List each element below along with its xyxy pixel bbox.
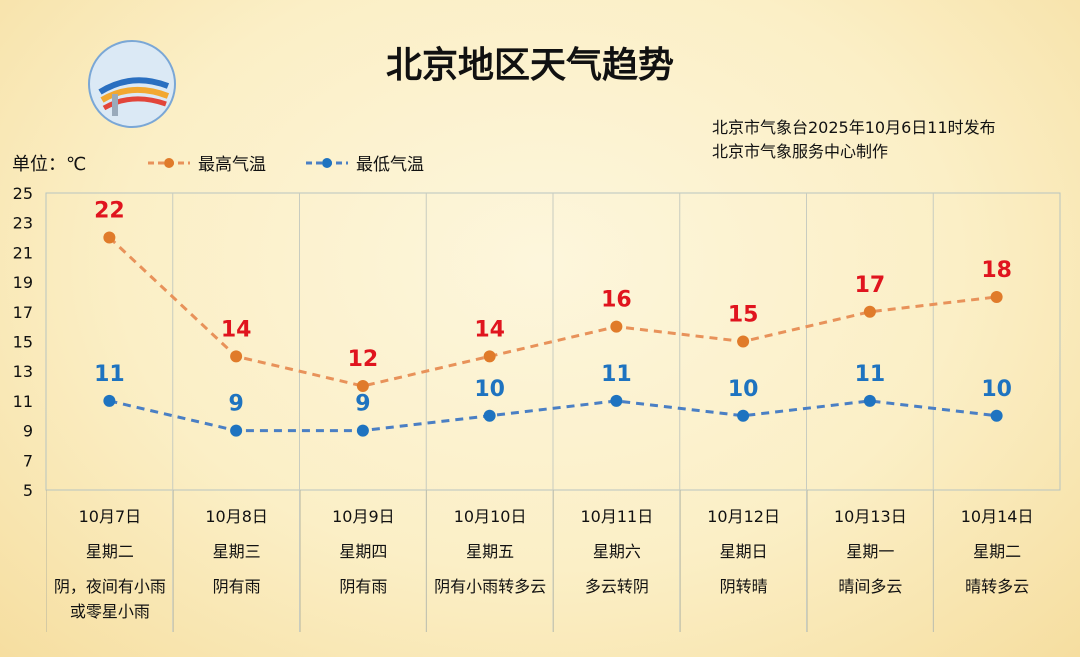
date-label: 10月14日 <box>960 507 1034 526</box>
forecast-day: 10月11日 星期六多云转阴 <box>553 490 680 632</box>
data-label: 9 <box>228 392 243 417</box>
legend-high-marker <box>148 157 190 168</box>
forecast-day: 10月12日 星期日阴转晴 <box>679 490 807 632</box>
weekday-label: 星期二 <box>85 542 134 561</box>
y-tick-label: 25 <box>13 184 33 203</box>
data-point <box>483 350 496 363</box>
data-point <box>356 380 369 393</box>
weather-label: 多云转阴 <box>584 577 649 596</box>
date-label: 10月11日 <box>580 507 654 526</box>
publisher-line: 北京市气象台2025年10月6日11时发布 <box>712 118 996 137</box>
legend-high: 最高气温 <box>146 150 266 175</box>
data-label: 11 <box>94 362 125 387</box>
data-label: 9 <box>355 392 370 417</box>
legend-low-marker <box>306 157 348 168</box>
y-tick-label: 5 <box>23 481 33 500</box>
weekday-label: 星期六 <box>592 542 641 561</box>
y-tick-label: 17 <box>13 303 33 322</box>
date-label: 10月10日 <box>453 507 527 526</box>
data-point <box>610 394 623 407</box>
series-line-1 <box>109 399 997 433</box>
forecast-day: 10月13日 星期一晴间多云 <box>806 490 934 632</box>
weather-label: 阴有雨 <box>339 577 388 596</box>
data-label: 15 <box>728 303 759 328</box>
meteorological-service-logo <box>88 40 176 128</box>
date-label: 10月12日 <box>707 507 780 526</box>
data-point <box>737 409 750 422</box>
data-point <box>103 394 116 407</box>
y-tick-label: 7 <box>23 451 33 470</box>
data-label: 14 <box>221 317 252 342</box>
y-tick-label: 13 <box>13 362 33 381</box>
weather-label: 阴有小雨转多云 <box>434 577 547 596</box>
legend-high-label: 最高气温 <box>198 155 266 175</box>
data-label: 18 <box>981 258 1012 283</box>
date-label: 10月7日 <box>78 507 142 526</box>
data-point <box>863 394 876 407</box>
legend-low-label: 最低气温 <box>356 155 424 175</box>
data-point <box>230 424 243 437</box>
y-tick-label: 19 <box>13 273 33 292</box>
y-tick-label: 11 <box>13 392 33 411</box>
data-point <box>990 290 1003 303</box>
weather-label: 晴间多云 <box>838 577 903 596</box>
legend-low: 最低气温 <box>304 150 424 175</box>
unit-label: 单位：℃ <box>12 154 87 175</box>
data-label: 17 <box>855 273 886 298</box>
data-point <box>863 305 876 318</box>
weather-label: 晴转多云 <box>965 577 1030 596</box>
producer-line: 北京市气象服务中心制作 <box>712 142 889 161</box>
weekday-label: 星期日 <box>719 542 768 561</box>
series-line-0 <box>108 236 997 388</box>
data-label: 10 <box>474 377 505 402</box>
weekday-label: 星期三 <box>212 542 261 561</box>
data-point <box>610 320 623 333</box>
y-tick-label: 23 <box>13 214 33 233</box>
forecast-day: 10月14日 星期二晴转多云 <box>933 490 1060 632</box>
forecast-day: 10月8日星期三阴有雨 <box>172 490 300 632</box>
weekday-label: 星期四 <box>339 542 388 561</box>
data-label: 14 <box>474 317 505 342</box>
data-label: 11 <box>601 362 632 387</box>
weekday-label: 星期一 <box>846 542 895 561</box>
date-label: 10月8日 <box>205 507 268 526</box>
data-label: 16 <box>601 288 632 313</box>
data-point <box>990 409 1003 422</box>
y-tick-label: 9 <box>23 422 33 441</box>
data-point <box>737 335 750 348</box>
weather-label: 阴有雨 <box>212 577 261 596</box>
forecast-day: 10月9日星期四阴有雨 <box>299 490 427 632</box>
y-tick-label: 21 <box>13 243 33 262</box>
forecast-day: 10月10日 星期五阴有小雨转多云 <box>426 490 553 632</box>
data-point <box>103 231 116 244</box>
data-label: 10 <box>728 377 759 402</box>
forecast-day: 10月7日星期二阴，夜间有小雨或零星小雨 <box>46 490 173 632</box>
data-point <box>483 409 496 422</box>
data-label: 10 <box>981 377 1012 402</box>
weather-label: 阴，夜间有小雨或零星小雨 <box>53 577 166 621</box>
page-title: 北京地区天气趋势 <box>385 45 674 86</box>
data-label: 12 <box>348 347 379 372</box>
data-label: 11 <box>855 362 886 387</box>
data-point <box>356 424 369 437</box>
y-tick-label: 15 <box>13 333 33 352</box>
data-label: 22 <box>94 199 125 224</box>
date-label: 10月13日 <box>834 507 907 526</box>
weekday-label: 星期二 <box>973 542 1022 561</box>
weekday-label: 星期五 <box>466 542 515 561</box>
weather-label: 阴转晴 <box>719 577 768 596</box>
data-point <box>230 350 243 363</box>
date-label: 10月9日 <box>332 507 395 526</box>
